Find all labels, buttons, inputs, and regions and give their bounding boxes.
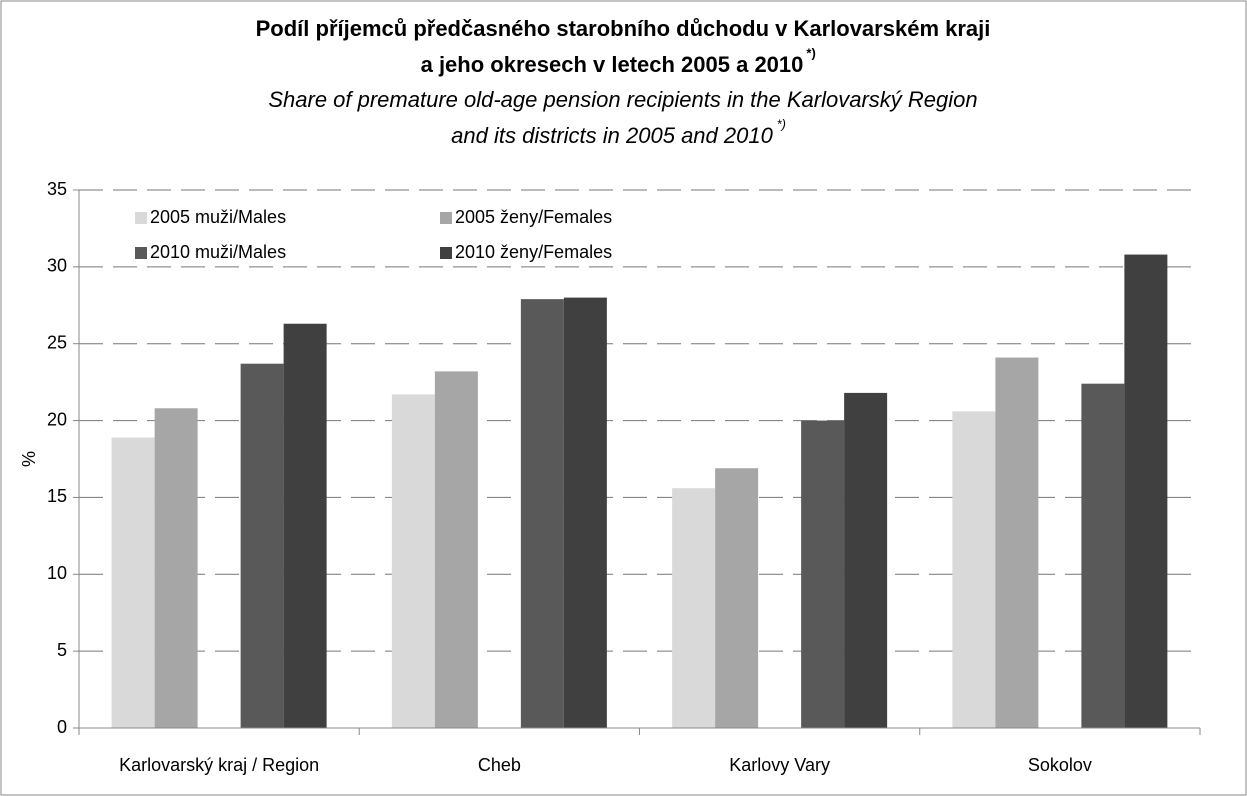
y-axis-label: %: [19, 451, 39, 467]
y-tick-label: 15: [47, 486, 67, 506]
bar: [520, 299, 564, 728]
title-note: *): [806, 45, 815, 60]
legend-swatch: [135, 247, 147, 259]
bar: [672, 488, 716, 728]
legend-swatch: [440, 247, 452, 259]
x-tick-label: Karlovy Vary: [729, 755, 830, 775]
chart-subtitle: and its districts in 2005 and 2010: [451, 123, 773, 148]
bar: [995, 357, 1039, 728]
chart-subtitle: Share of premature old-age pension recip…: [268, 87, 977, 112]
x-tick-label: Karlovarský kraj / Region: [119, 755, 319, 775]
bar: [844, 392, 888, 728]
chart-title: a jeho okresech v letech 2005 a 2010: [421, 52, 804, 77]
y-tick-label: 10: [47, 563, 67, 583]
y-tick-label: 0: [57, 717, 67, 737]
legend-swatch: [440, 212, 452, 224]
bar: [952, 411, 996, 728]
bar: [563, 297, 607, 728]
chart-title: Podíl příjemců předčasného starobního dů…: [256, 16, 991, 41]
y-tick-label: 25: [47, 332, 67, 352]
legend-label: 2005 ženy/Females: [455, 207, 612, 227]
y-tick-label: 30: [47, 256, 67, 276]
x-tick-label: Sokolov: [1028, 755, 1092, 775]
bar: [154, 408, 198, 728]
bar: [434, 371, 478, 728]
bar: [111, 437, 155, 728]
bar: [283, 323, 327, 728]
y-tick-label: 35: [47, 179, 67, 199]
bar: [801, 420, 845, 728]
y-tick-label: 5: [57, 640, 67, 660]
legend-label: 2010 ženy/Females: [455, 242, 612, 262]
legend-swatch: [135, 212, 147, 224]
x-tick-label: Cheb: [478, 755, 521, 775]
bar: [1081, 383, 1125, 728]
bar: [715, 468, 759, 728]
legend-label: 2005 muži/Males: [150, 207, 286, 227]
y-tick-label: 20: [47, 409, 67, 429]
legend-label: 2010 muži/Males: [150, 242, 286, 262]
bar: [240, 363, 284, 728]
bar: [1124, 254, 1168, 728]
bar: [391, 394, 435, 728]
subtitle-note: *): [777, 116, 786, 131]
